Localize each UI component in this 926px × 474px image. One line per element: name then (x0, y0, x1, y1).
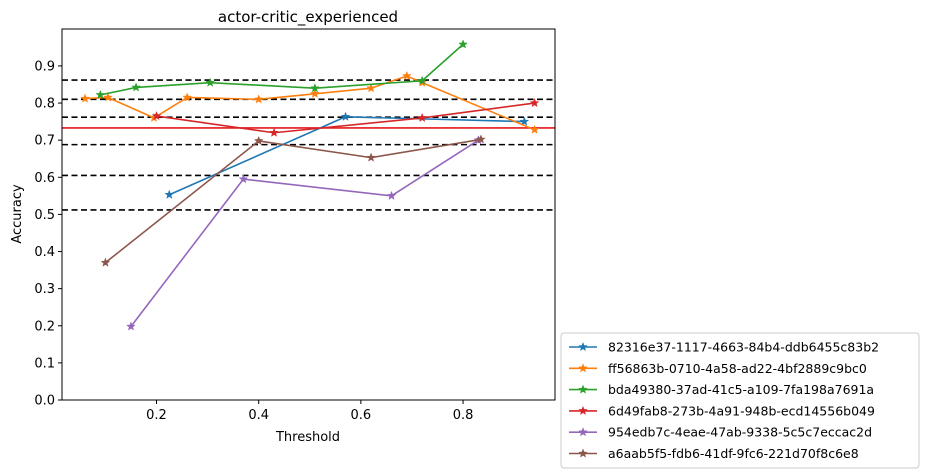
y-tick-label: 0.9 (34, 59, 55, 74)
data-point (340, 111, 351, 121)
legend-item: 6d49fab8-273b-4a91-948b-ecd14556b049 (569, 403, 875, 418)
legend-item: 954edb7c-4eae-47ab-9338-5c5c7eccac2d (569, 425, 872, 440)
y-axis-ticks: 0.0 0.1 0.2 0.3 0.4 0.5 0.6 0.7 0.8 0.9 (34, 59, 62, 409)
legend-item: ff56863b-0710-4a58-ad22-4bf2889c9bc0 (569, 361, 867, 376)
x-tick-label: 0.4 (248, 408, 269, 423)
data-point (182, 92, 193, 102)
legend-label: ff56863b-0710-4a58-ad22-4bf2889c9bc0 (608, 361, 867, 376)
data-point (529, 124, 540, 134)
data-point (253, 94, 264, 104)
y-tick-label: 0.2 (34, 319, 55, 334)
data-point (95, 89, 106, 100)
data-point (238, 174, 249, 184)
series-line (104, 138, 482, 264)
legend-marker (578, 427, 588, 437)
legend-label: 954edb7c-4eae-47ab-9338-5c5c7eccac2d (608, 425, 872, 440)
data-point (151, 110, 162, 121)
y-tick-label: 0.8 (34, 97, 55, 112)
data-point (310, 83, 320, 93)
x-tick-label: 0.2 (146, 408, 167, 423)
y-tick-label: 0.1 (34, 356, 55, 371)
data-point (80, 93, 90, 103)
series-line (84, 75, 535, 131)
series-line (156, 102, 535, 134)
data-point (366, 152, 376, 162)
data-point (417, 75, 428, 85)
data-point (458, 39, 468, 49)
y-tick-label: 0.7 (34, 134, 55, 149)
chart-title: actor-critic_experienced (218, 8, 398, 27)
data-point (269, 127, 279, 137)
data-point (131, 82, 141, 92)
legend-item: 82316e37-1117-4663-84b4-ddb6455c83b2 (569, 340, 879, 355)
series-line (100, 43, 464, 96)
legend-item: a6aab5f5-fdb6-41df-9fc6-221d70f8c6e8 (569, 446, 859, 461)
series-1 (164, 111, 530, 199)
y-tick-label: 0.3 (34, 282, 55, 297)
series-line (130, 139, 479, 327)
data-point (100, 257, 111, 267)
legend-label: 6d49fab8-273b-4a91-948b-ecd14556b049 (608, 403, 875, 418)
legend: 82316e37-1117-4663-84b4-ddb6455c83b2 ff56… (560, 332, 920, 469)
legend-marker (578, 341, 588, 352)
legend-marker (578, 363, 588, 373)
legend-frame (560, 332, 920, 469)
y-tick-label: 0.0 (34, 394, 55, 409)
legend-label: bda49380-37ad-41c5-a109-7fa198a7691a (608, 382, 874, 397)
data-point (164, 189, 175, 199)
y-tick-label: 0.5 (34, 208, 55, 223)
data-point (417, 112, 428, 123)
x-tick-label: 0.6 (351, 408, 372, 423)
legend-item: bda49380-37ad-41c5-a109-7fa198a7691a (569, 382, 874, 397)
data-point (476, 134, 486, 144)
data-point (205, 77, 216, 87)
data-point (529, 97, 540, 108)
legend-label: 82316e37-1117-4663-84b4-ddb6455c83b2 (608, 340, 879, 355)
data-point (103, 92, 113, 102)
data-point (519, 116, 530, 126)
series-5 (126, 135, 484, 331)
y-axis-label: Accuracy (10, 184, 25, 244)
legend-marker (578, 448, 588, 458)
series-3 (95, 39, 468, 100)
data-point (366, 83, 376, 93)
legend-label: a6aab5f5-fdb6-41df-9fc6-221d70f8c6e8 (608, 446, 859, 461)
x-axis-label: Threshold (275, 430, 340, 445)
y-tick-label: 0.6 (34, 171, 55, 186)
data-point (253, 135, 264, 146)
reference-lines (62, 79, 555, 211)
legend-marker (578, 405, 588, 416)
x-tick-label: 0.8 (453, 408, 474, 423)
series-4 (151, 97, 540, 137)
legend-marker (578, 384, 588, 394)
data-point (386, 190, 397, 200)
x-axis-ticks: 0.2 0.4 0.6 0.8 (146, 400, 473, 423)
y-tick-label: 0.4 (34, 245, 55, 260)
data-point (310, 88, 320, 98)
series-layer (80, 39, 540, 331)
series-6 (100, 134, 486, 267)
data-point (126, 321, 136, 331)
data-point (401, 70, 412, 81)
